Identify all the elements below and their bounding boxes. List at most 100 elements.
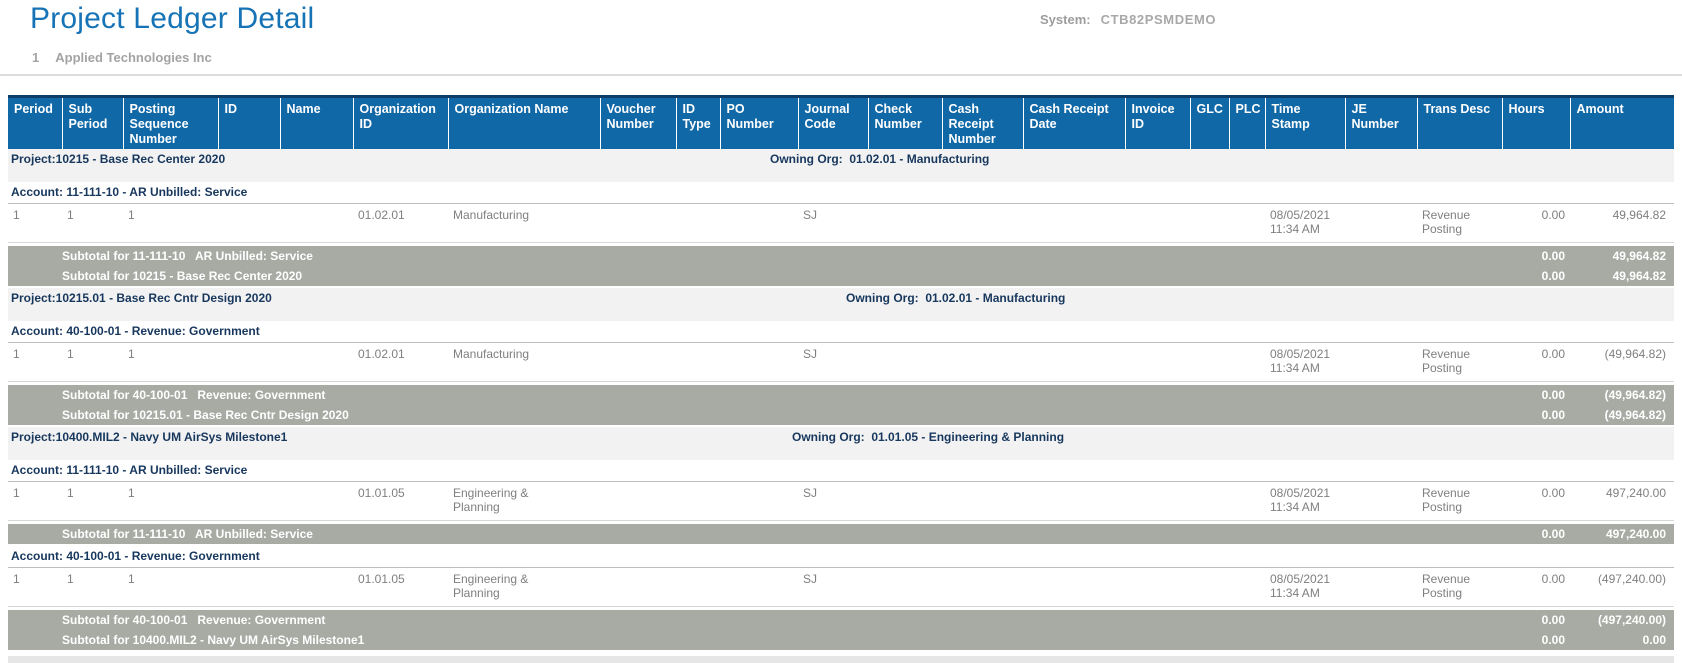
cell-invoice-id [1125,342,1190,382]
cell-cash-receipt-date [1023,342,1125,382]
subtotal-hours: 0.00 [1502,385,1570,405]
cell-journal-code: SJ [798,203,868,243]
cell-posting-seq: 1 [123,481,218,521]
cell-name [280,567,353,607]
subtotal-amount: (49,964.82) [1570,385,1674,405]
account-row: Account: 40-100-01 - Revenue: Government [8,546,1674,568]
cell-hours: 0.00 [1502,481,1570,521]
company-name: Applied Technologies Inc [55,50,212,65]
column-header-cash-receipt-date: Cash Receipt Date [1022,95,1125,149]
owning-org-label: Owning Org: 01.02.01 - Manufacturing [846,291,1066,305]
cell-voucher-number [600,481,676,521]
cell-cash-receipt-number [942,342,1023,382]
cell-time-stamp: 08/05/2021 11:34 AM [1265,567,1345,607]
column-header-time-stamp: Time Stamp [1264,95,1345,149]
column-header-glc: GLC [1189,95,1229,149]
company-heading: 1 Applied Technologies Inc [0,44,1682,76]
cell-sub-period: 1 [62,342,123,382]
owning-org-label: Owning Org: 01.01.05 - Engineering & Pla… [792,430,1065,444]
account-label: Account: 40-100-01 - Revenue: Government [8,321,1674,343]
project-band-row: Project:10215.01 - Base Rec Cntr Design … [8,288,1674,321]
project-subtotal-row: Subtotal for 10215.01 - Base Rec Cntr De… [8,405,1674,425]
column-header-amount: Amount [1569,95,1674,149]
cell-sub-period: 1 [62,481,123,521]
cell-id-type [676,203,720,243]
cell-cash-receipt-number [942,481,1023,521]
column-header-posting-sequence-number: Posting Sequence Number [122,95,218,149]
cell-sub-period: 1 [62,567,123,607]
subtotal-label: Subtotal for 11-111-10 AR Unbilled: Serv… [8,246,1502,266]
cell-je-number [1345,481,1417,521]
subtotal-hours: 0.00 [1502,405,1570,425]
cell-cash-receipt-number [942,203,1023,243]
project-label: Project:10215 - Base Rec Center 2020 [11,152,226,166]
cell-trans-desc: Revenue Posting [1417,342,1502,382]
column-header-row: Period Sub Period Posting Sequence Numbe… [8,95,1674,149]
cell-org-name: Manufacturing [448,203,600,243]
account-subtotal-row: Subtotal for 11-111-10 AR Unbilled: Serv… [8,524,1674,544]
column-header-cash-receipt-number: Cash Receipt Number [941,95,1023,149]
cell-amount: (497,240.00) [1570,567,1674,607]
cell-amount: 497,240.00 [1570,481,1674,521]
ledger-row: 1 1 1 01.02.01 Manufacturing SJ 08/05/20… [8,203,1674,243]
report-header: Project Ledger Detail System: CTB82PSMDEM… [0,0,1682,44]
cell-posting-seq: 1 [123,203,218,243]
cell-id-type [676,567,720,607]
account-label: Account: 11-111-10 - AR Unbilled: Servic… [8,460,1674,482]
cell-posting-seq: 1 [123,567,218,607]
column-header-plc: PLC [1228,95,1265,149]
cell-invoice-id [1125,481,1190,521]
ledger-row: 1 1 1 01.01.05 Engineering & Planning SJ… [8,481,1674,521]
subtotal-hours: 0.00 [1502,610,1570,630]
account-row: Account: 11-111-10 - AR Unbilled: Servic… [8,460,1674,482]
cell-po-number [720,567,798,607]
cell-glc [1190,203,1229,243]
column-header-organization-id: Organization ID [352,95,448,149]
cell-id [218,481,280,521]
subtotal-label: Subtotal for 10215 - Base Rec Center 202… [8,266,1502,286]
account-label: Account: 40-100-01 - Revenue: Government [8,546,1674,568]
cell-org-name: Manufacturing [448,342,600,382]
next-row-partial [8,656,1674,663]
cell-plc [1229,342,1265,382]
cell-check-number [868,203,942,243]
column-header-sub-period: Sub Period [61,95,123,149]
cell-journal-code: SJ [798,567,868,607]
account-row: Account: 11-111-10 - AR Unbilled: Servic… [8,182,1674,204]
column-header-name: Name [279,95,353,149]
cell-invoice-id [1125,567,1190,607]
cell-cash-receipt-date [1023,567,1125,607]
subtotal-amount: (497,240.00) [1570,610,1674,630]
column-header-journal-code: Journal Code [797,95,868,149]
cell-plc [1229,481,1265,521]
account-label: Account: 11-111-10 - AR Unbilled: Servic… [8,182,1674,204]
cell-id-type [676,481,720,521]
cell-name [280,203,353,243]
cell-id [218,203,280,243]
subtotal-hours: 0.00 [1502,524,1570,544]
column-header-voucher-number: Voucher Number [599,95,676,149]
subtotal-hours: 0.00 [1502,246,1570,266]
cell-period: 1 [8,342,62,382]
cell-period: 1 [8,567,62,607]
cell-amount: 49,964.82 [1570,203,1674,243]
company-number: 1 [32,50,40,65]
owning-org-label: Owning Org: 01.02.01 - Manufacturing [770,152,990,166]
cell-je-number [1345,567,1417,607]
cell-je-number [1345,203,1417,243]
cell-hours: 0.00 [1502,342,1570,382]
account-subtotal-row: Subtotal for 40-100-01 Revenue: Governme… [8,385,1674,405]
subtotal-amount: 49,964.82 [1570,246,1674,266]
cell-time-stamp: 08/05/2021 11:34 AM [1265,342,1345,382]
cell-journal-code: SJ [798,481,868,521]
account-subtotal-row: Subtotal for 11-111-10 AR Unbilled: Serv… [8,246,1674,266]
project-subtotal-row: Subtotal for 10215 - Base Rec Center 202… [8,266,1674,286]
cell-id [218,342,280,382]
ledger-table: Period Sub Period Posting Sequence Numbe… [8,95,1674,650]
cell-glc [1190,567,1229,607]
column-header-invoice-id: Invoice ID [1124,95,1190,149]
cell-trans-desc: Revenue Posting [1417,567,1502,607]
project-band-row: Project:10215 - Base Rec Center 2020 Own… [8,149,1674,182]
ledger-row: 1 1 1 01.02.01 Manufacturing SJ 08/05/20… [8,342,1674,382]
subtotal-label: Subtotal for 10215.01 - Base Rec Cntr De… [8,405,1502,425]
